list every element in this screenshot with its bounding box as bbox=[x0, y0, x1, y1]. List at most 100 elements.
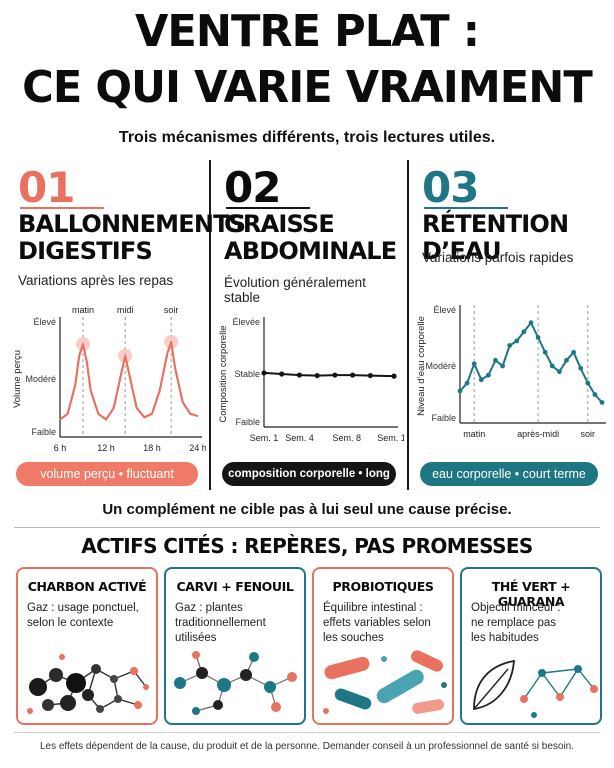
column-description: Évolution généralement stable bbox=[224, 275, 366, 305]
number-underline bbox=[424, 207, 508, 209]
data-point bbox=[592, 392, 598, 397]
column-heading: RÉTENTION D’EAU bbox=[422, 210, 569, 265]
x-tick-label: 24 h bbox=[189, 443, 206, 453]
footer-divider bbox=[14, 732, 600, 733]
data-point bbox=[528, 320, 534, 326]
fat-chart: Composition corporelle Faible Stable Élevée… bbox=[218, 317, 404, 443]
x-tick-label: Sem. 12 bbox=[377, 433, 404, 443]
series-line bbox=[59, 340, 199, 421]
data-point bbox=[464, 380, 470, 386]
data-point bbox=[314, 372, 320, 379]
column-abdominal-fat: 02 GRAISSE ABDOMINALE Évolution générale… bbox=[214, 155, 404, 504]
x-tick-label: 12 h bbox=[97, 443, 115, 453]
column-number: 01 bbox=[18, 163, 75, 212]
card-text: Équilibre intestinal : effets variables s… bbox=[323, 602, 431, 644]
card-title: THÉ VERT + GUARANA bbox=[491, 579, 571, 609]
data-point bbox=[535, 335, 541, 340]
series-line bbox=[263, 371, 395, 378]
data-point bbox=[507, 343, 513, 348]
card-text: Gaz : plantes traditionnellement utilisées bbox=[175, 602, 266, 644]
marker-label: soir bbox=[164, 305, 179, 315]
data-point bbox=[542, 349, 548, 355]
main-title-line2: CE QUI VARIE VRAIMENT bbox=[22, 62, 593, 113]
x-tick-label: Sem. 8 bbox=[332, 433, 361, 443]
data-point bbox=[332, 372, 338, 378]
pill-label: composition corporelle • long terme bbox=[222, 462, 396, 504]
water-chart: Niveau d’eau corporelle Faible Modéré Élevé… bbox=[416, 305, 606, 439]
column-divider bbox=[209, 160, 211, 490]
data-point bbox=[391, 373, 397, 379]
column-water-retention: 03 RÉTENTION D’EAU Variations parfois ra… bbox=[412, 155, 608, 493]
section-title: ACTIFS CITÉS : REPÈRES, PAS PROMESSES bbox=[81, 534, 533, 558]
card-title: PROBIOTIQUES bbox=[332, 579, 434, 594]
card-activated-charcoal: CHARBON ACTIVÉ Gaz : usage ponctuel, selo… bbox=[16, 567, 158, 725]
y-axis-label: Niveau d’eau corporelle bbox=[416, 316, 427, 416]
series-line bbox=[459, 321, 603, 404]
data-point bbox=[261, 370, 267, 376]
bloating-chart: Volume perçu Faible Modéré Élevé 6 h 12 h 18 h… bbox=[12, 305, 206, 453]
data-point bbox=[296, 372, 303, 378]
card-caraway-fennel: CARVI + FENOUIL Gaz : plantes traditionne… bbox=[164, 567, 306, 725]
data-point bbox=[279, 371, 285, 377]
card-probiotics: PROBIOTIQUES Équilibre intestinal : effet… bbox=[312, 567, 454, 725]
data-point bbox=[493, 357, 498, 363]
x-tick-label: Sem. 1 bbox=[250, 433, 279, 443]
pill-label: eau corporelle • court terme bbox=[420, 462, 598, 486]
data-point bbox=[500, 363, 505, 369]
marker-label: matin bbox=[72, 305, 94, 315]
molecule-network-icon bbox=[174, 651, 297, 715]
carbon-molecule-icon bbox=[27, 654, 149, 714]
column-divider bbox=[407, 160, 409, 490]
data-point bbox=[486, 372, 491, 378]
y-axis-label: Volume perçu bbox=[12, 350, 23, 408]
column-number: 02 bbox=[224, 163, 281, 212]
x-tick-label: matin bbox=[463, 429, 485, 439]
x-tick-label: Sem. 4 bbox=[285, 433, 314, 443]
main-title-line1: VENTRE PLAT : bbox=[134, 6, 480, 57]
card-text: Objectif minceur : ne remplace pas les hab… bbox=[471, 602, 561, 644]
data-point bbox=[599, 400, 605, 405]
data-point bbox=[367, 372, 373, 379]
x-tick-label: 6 h bbox=[54, 443, 67, 453]
data-point bbox=[478, 377, 484, 383]
card-text: Gaz : usage ponctuel, selon le contexte bbox=[27, 602, 139, 629]
data-point bbox=[564, 357, 569, 363]
data-point bbox=[557, 369, 562, 375]
data-point bbox=[571, 349, 576, 355]
y-tick-label: Modéré bbox=[425, 361, 456, 371]
column-description: Variations parfois rapides bbox=[422, 250, 574, 265]
y-tick-label: Stable bbox=[234, 369, 260, 379]
number-underline bbox=[20, 207, 104, 209]
card-title: CARVI + FENOUIL bbox=[176, 579, 294, 594]
subtitle: Trois mécanismes différents, trois lectu… bbox=[118, 129, 496, 146]
section-divider bbox=[14, 527, 600, 528]
card-title: CHARBON ACTIVÉ bbox=[27, 579, 147, 594]
data-point bbox=[578, 365, 584, 371]
data-point bbox=[585, 380, 591, 386]
data-point bbox=[549, 363, 555, 369]
column-description: Variations après les repas bbox=[18, 273, 174, 288]
x-tick-label: après-midi bbox=[517, 429, 559, 439]
y-tick-label: Élevé bbox=[33, 317, 56, 327]
leaf-network-icon bbox=[473, 659, 598, 718]
number-underline bbox=[226, 207, 310, 209]
data-point bbox=[457, 388, 463, 394]
y-tick-label: Faible bbox=[31, 427, 56, 437]
x-tick-label: 18 h bbox=[143, 443, 161, 453]
y-tick-label: Faible bbox=[235, 417, 260, 427]
column-bloating: 01 BALLONNEMENTS DIGESTIFS Variations ap… bbox=[8, 155, 246, 493]
x-tick-label: soir bbox=[581, 429, 596, 439]
y-axis-label: Composition corporelle bbox=[218, 325, 229, 422]
pill-label: volume perçu • fluctuant bbox=[16, 462, 198, 486]
column-heading: BALLONNEMENTS DIGESTIFS bbox=[18, 210, 246, 265]
data-point bbox=[471, 361, 477, 367]
column-number: 03 bbox=[422, 163, 479, 212]
card-green-tea-guarana: THÉ VERT + GUARANA Objectif minceur : ne … bbox=[460, 567, 602, 725]
data-point bbox=[521, 329, 527, 335]
marker-label: midi bbox=[117, 305, 134, 315]
y-tick-label: Modéré bbox=[25, 374, 56, 384]
data-point bbox=[350, 372, 356, 378]
footer-disclaimer: Les effets dépendent de la cause, du pro… bbox=[39, 741, 575, 752]
column-heading: GRAISSE ABDOMINALE bbox=[224, 210, 397, 265]
y-tick-label: Élevée bbox=[232, 317, 260, 327]
